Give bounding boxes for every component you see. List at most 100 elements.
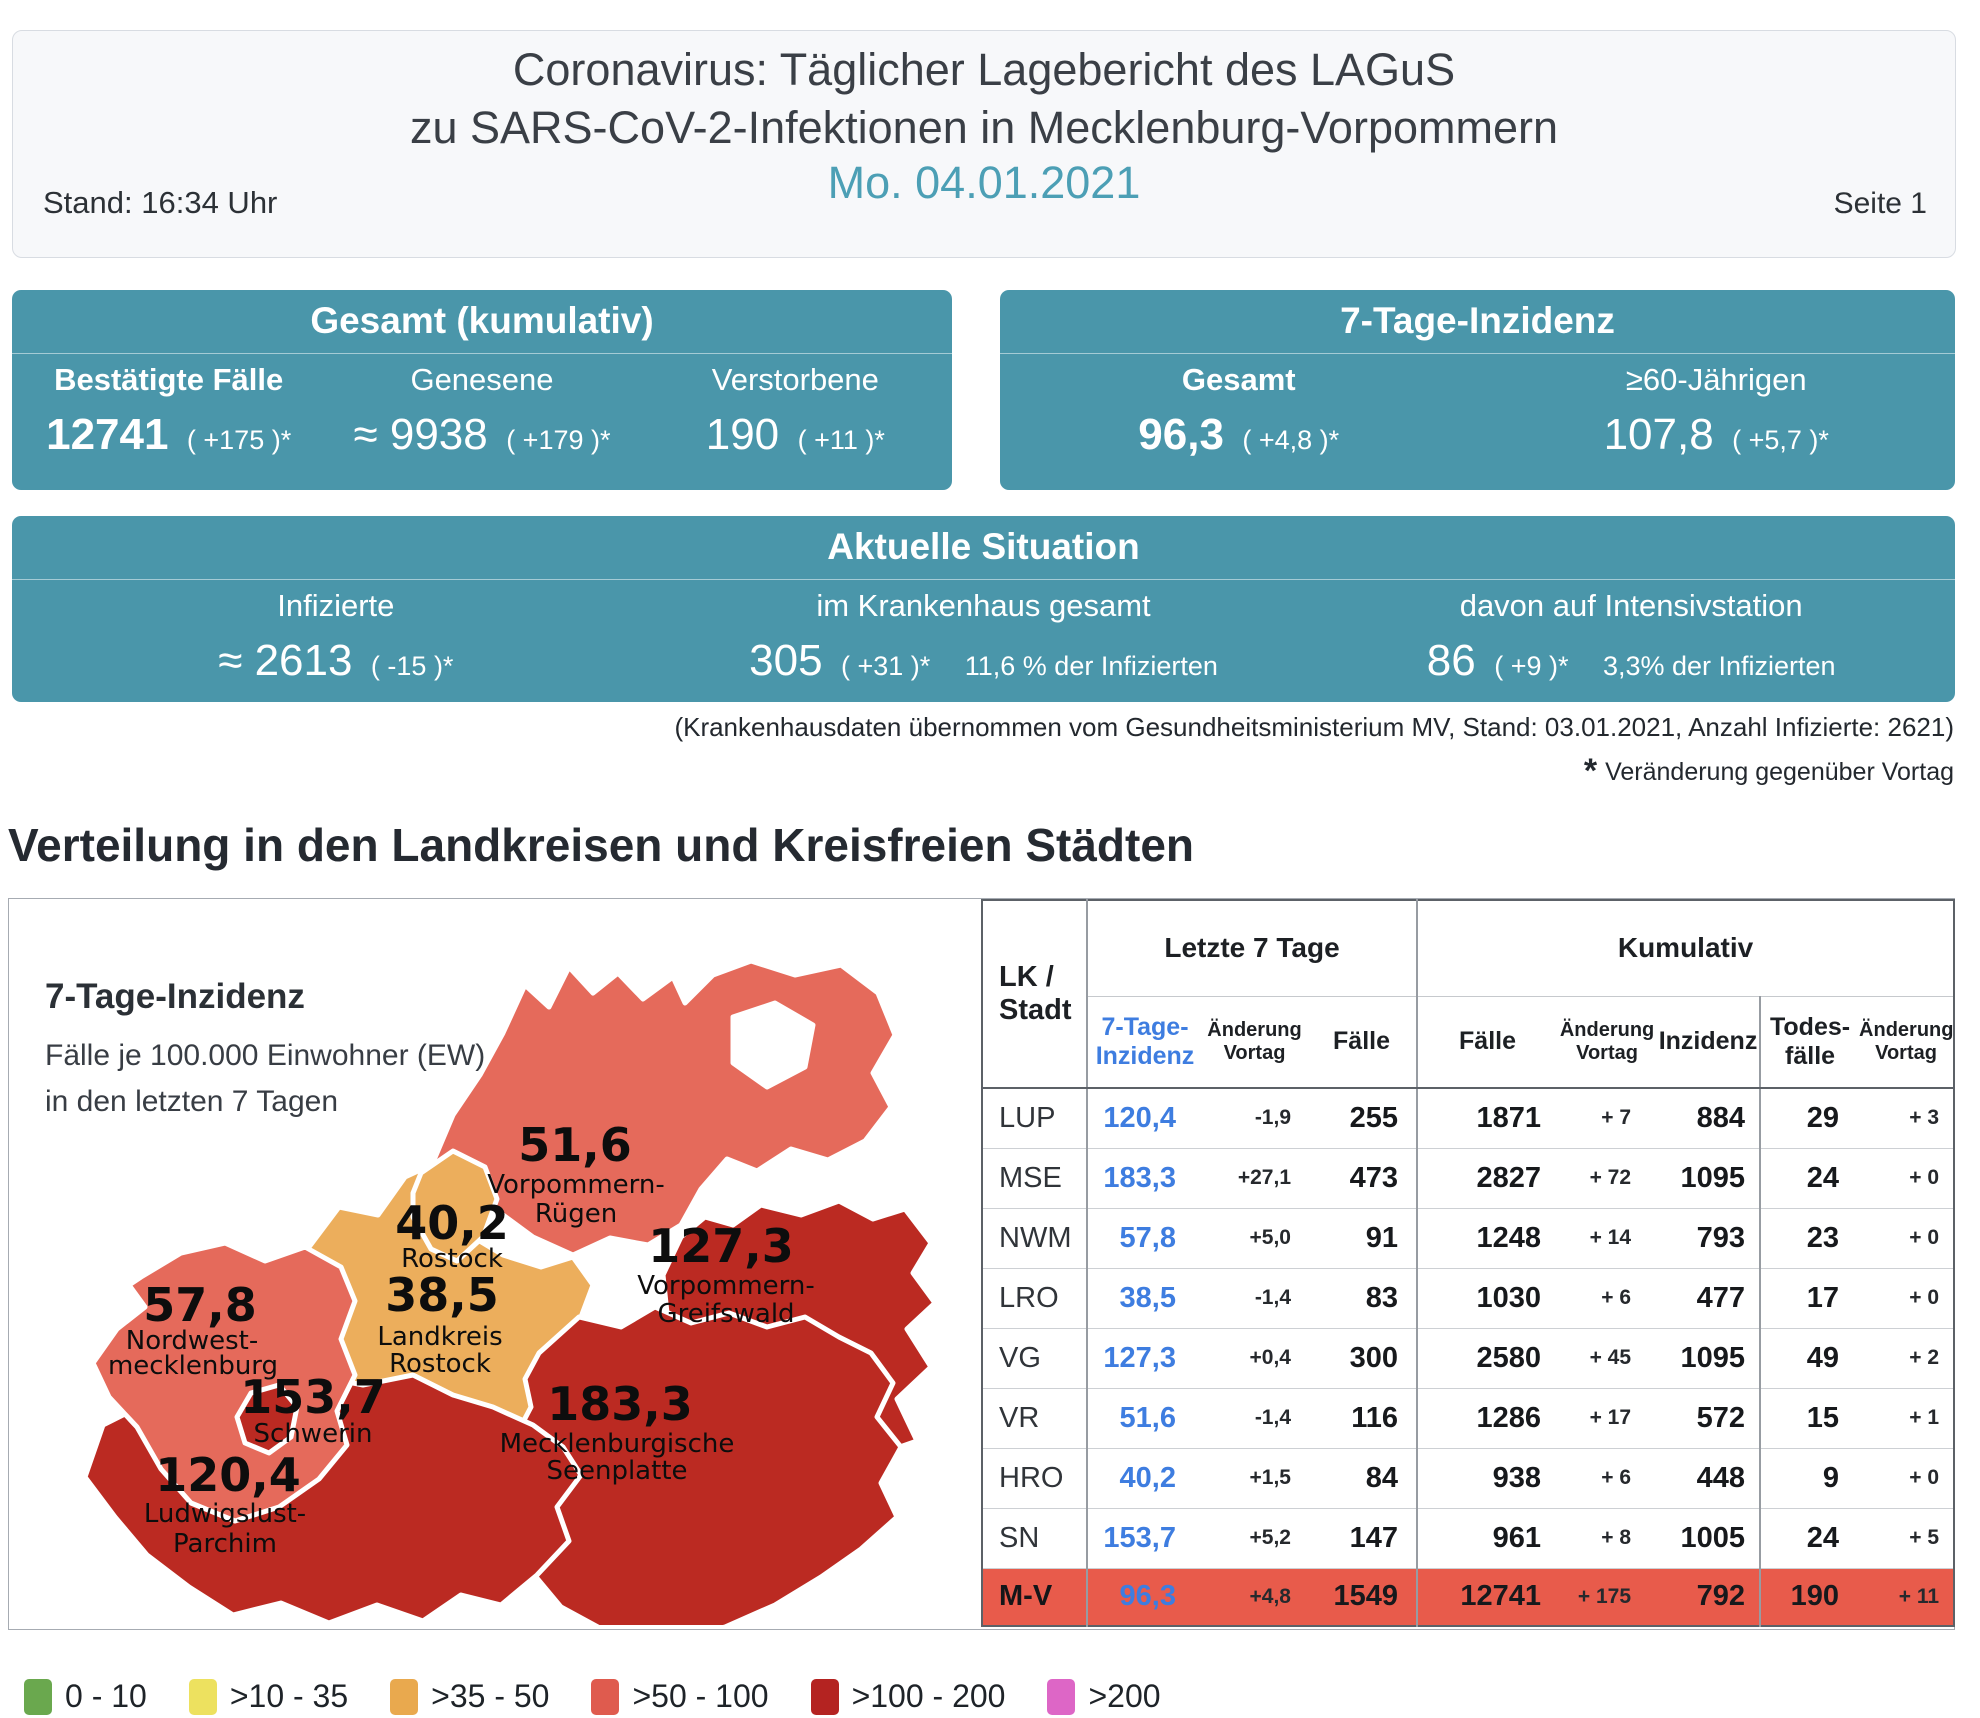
svg-text:Greifswald: Greifswald <box>657 1299 794 1329</box>
svg-text:Seenplatte: Seenplatte <box>546 1456 687 1486</box>
card-gesamt-kumulativ: Gesamt (kumulativ) Bestätigte Fälle 1274… <box>12 290 952 490</box>
map-subtitle-line1: Fälle je 100.000 Einwohner (EW) <box>45 1039 486 1072</box>
col-header-faelle-7t: Fälle <box>1307 996 1418 1089</box>
stat-krankenhaus: im Krankenhaus gesamt 305 ( +31 )* 11,6 … <box>749 588 1218 685</box>
page-number: Seite 1 <box>1833 187 1927 220</box>
map-title: 7-Tage-Inzidenz <box>45 977 305 1016</box>
map-label-nordwestmecklenburg: 57,8 Nordwest- mecklenburg <box>108 1278 278 1381</box>
svg-text:153,7: 153,7 <box>240 1370 386 1424</box>
col-header-aenderung-vortag: Änderung Vortag <box>1859 996 1955 1089</box>
district-table-container: LK / Stadt Letzte 7 Tage Kumulativ 7-Tage… <box>981 899 1956 1629</box>
svg-text:Ludwigslust-: Ludwigslust- <box>144 1499 306 1529</box>
svg-text:Rügen: Rügen <box>535 1199 617 1229</box>
col-header-inzidenz-kum: Inzidenz <box>1657 996 1761 1089</box>
svg-text:Landkreis: Landkreis <box>377 1322 502 1352</box>
map-subtitle-line2: in den letzten 7 Tagen <box>45 1085 339 1118</box>
page-title-line1: Coronavirus: Täglicher Lagebericht des L… <box>512 44 1456 95</box>
col-header-faelle-kum: Fälle <box>1416 996 1558 1089</box>
stat-value: 96,3 <box>1138 410 1224 459</box>
stat-change: ( +4,8 )* <box>1242 425 1340 455</box>
col-header-todesfaelle: Todes-fälle <box>1759 996 1860 1089</box>
legend-swatch-magenta <box>1047 1678 1076 1715</box>
svg-text:Parchim: Parchim <box>173 1529 277 1559</box>
svg-text:Vorpommern-: Vorpommern- <box>637 1271 815 1301</box>
legend-swatch-yellow <box>188 1678 217 1715</box>
svg-text:127,3: 127,3 <box>648 1219 794 1273</box>
table-row-nwm: NWM 57,8 +5,0 91 1248 + 14 793 23 + 0 <box>982 1207 1955 1268</box>
stat-inzidenz-gesamt: Gesamt 96,3 ( +4,8 )* <box>1138 362 1340 459</box>
stat-genesene: Genesene ≈ 9938 ( +179 )* <box>353 362 611 459</box>
legend-item: >35 - 50 <box>390 1678 549 1715</box>
stat-change: ( +175 )* <box>186 425 292 455</box>
stat-intensivstation: davon auf Intensivstation 86 ( +9 )* 3,3… <box>1426 588 1836 685</box>
table-row-lro: LRO 38,5 -1,4 83 1030 + 6 477 17 + 0 <box>982 1267 1955 1328</box>
stat-value: 190 <box>705 410 780 459</box>
svg-text:40,2: 40,2 <box>395 1196 509 1250</box>
asterisk: * <box>1583 752 1598 790</box>
svg-text:Mecklenburgische: Mecklenburgische <box>500 1429 735 1459</box>
incidence-color-legend: 0 - 10 >10 - 35 >35 - 50 >50 - 100 >100 … <box>24 1678 1203 1715</box>
stat-change: ( +179 )* <box>506 425 611 455</box>
table-row-lup: LUP 120,4 -1,9 255 1871 + 7 884 29 + 3 <box>982 1087 1955 1148</box>
district-table: LK / Stadt Letzte 7 Tage Kumulativ 7-Tage… <box>981 899 1956 1627</box>
table-row-hro: HRO 40,2 +1,5 84 938 + 6 448 9 + 0 <box>982 1447 1955 1508</box>
card-aktuelle-situation: Aktuelle Situation Infizierte ≈ 2613 ( -… <box>12 516 1955 702</box>
stat-value: 12741 <box>46 410 169 459</box>
map-label-vorpommern-ruegen: 51,6 Vorpommern- Rügen <box>487 1118 665 1229</box>
col-header-7-tage-inzidenz: 7-Tage- Inzidenz <box>1086 996 1202 1089</box>
footnote-change-text: Veränderung gegenüber Vortag <box>1605 758 1954 786</box>
legend-item: >200 <box>1047 1678 1161 1715</box>
map-label-ludwigslust-parchim: 120,4 Ludwigslust- Parchim <box>144 1448 306 1559</box>
stat-infizierte: Infizierte ≈ 2613 ( -15 )* <box>218 588 454 685</box>
svg-text:Rostock: Rostock <box>401 1244 503 1274</box>
legend-item: >100 - 200 <box>810 1678 1005 1715</box>
stat-value: 107,8 <box>1603 410 1714 459</box>
table-row-sn: SN 153,7 +5,2 147 961 + 8 1005 24 + 5 <box>982 1507 1955 1568</box>
svg-text:120,4: 120,4 <box>155 1448 301 1502</box>
report-header: Coronavirus: Täglicher Lagebericht des L… <box>12 30 1956 258</box>
map-label-rostock-stadt: 40,2 Rostock <box>395 1196 509 1274</box>
mv-choropleth-map: 51,6 Vorpommern- Rügen 40,2 Rostock 38,5… <box>82 958 938 1625</box>
report-timestamp: Stand: 16:34 Uhr <box>43 185 278 220</box>
col-group-letzte-7-tage: Letzte 7 Tage <box>1085 900 1418 997</box>
footnote-change-note: * Veränderung gegenüber Vortag <box>1584 752 1954 791</box>
legend-item: >50 - 100 <box>591 1678 769 1715</box>
svg-text:183,3: 183,3 <box>547 1377 693 1431</box>
map-label-schwerin: 153,7 Schwerin <box>240 1370 386 1449</box>
map-region-schwerin <box>234 1382 300 1456</box>
svg-text:Nordwest-: Nordwest- <box>126 1326 258 1356</box>
svg-text:51,6: 51,6 <box>518 1118 632 1172</box>
stat-bestaetigte-faelle: Bestätigte Fälle 12741 ( +175 )* <box>46 362 292 459</box>
stat-inzidenz-ue60: ≥60-Jährigen 107,8 ( +5,7 )* <box>1603 362 1829 459</box>
svg-text:mecklenburg: mecklenburg <box>108 1351 278 1381</box>
legend-swatch-darkred <box>810 1678 839 1715</box>
stat-change: ( +31 )* <box>841 651 931 681</box>
stat-change: ( -15 )* <box>370 651 454 681</box>
table-row-mv-total: M-V 96,3 +4,8 1549 12741 + 175 792 190 + 11 <box>982 1567 1955 1626</box>
table-row-vr: VR 51,6 -1,4 116 1286 + 17 572 15 + 1 <box>982 1387 1955 1448</box>
sea-inlet <box>730 1000 816 1090</box>
map-legend-head: 7-Tage-Inzidenz Fälle je 100.000 Einwohn… <box>45 977 485 1125</box>
map-label-landkreis-rostock: 38,5 Landkreis Rostock <box>377 1268 502 1379</box>
col-group-kumulativ: Kumulativ <box>1416 900 1955 997</box>
svg-text:Vorpommern-: Vorpommern- <box>487 1170 665 1200</box>
legend-swatch-orange <box>390 1678 419 1715</box>
section-title: Verteilung in den Landkreisen und Kreisf… <box>8 819 1195 871</box>
table-subheader-row: 7-Tage- Inzidenz Änderung Vortag Fälle Fäl… <box>982 996 1955 1089</box>
svg-text:38,5: 38,5 <box>385 1268 499 1322</box>
col-header-lk-stadt: LK / Stadt <box>982 900 1087 1089</box>
stat-change: ( +11 )* <box>797 425 885 455</box>
stat-value: ≈ 9938 <box>353 410 488 459</box>
col-header-aenderung-vortag: Änderung Vortag <box>1557 996 1658 1089</box>
card-inzidenz-title: 7-Tage-Inzidenz <box>1000 290 1955 354</box>
col-header-aenderung-vortag: Änderung Vortag <box>1202 996 1307 1089</box>
stat-verstorbene: Verstorbene 190 ( +11 )* <box>705 362 885 459</box>
card-situation-title: Aktuelle Situation <box>12 516 1955 580</box>
map-region-nordwestmecklenburg <box>90 1240 358 1524</box>
stat-value: ≈ 2613 <box>218 636 353 685</box>
svg-text:Rostock: Rostock <box>389 1349 491 1379</box>
legend-item: 0 - 10 <box>24 1678 147 1715</box>
map-table-panel: 51,6 Vorpommern- Rügen 40,2 Rostock 38,5… <box>8 898 1956 1630</box>
stat-value: 305 <box>749 636 823 685</box>
